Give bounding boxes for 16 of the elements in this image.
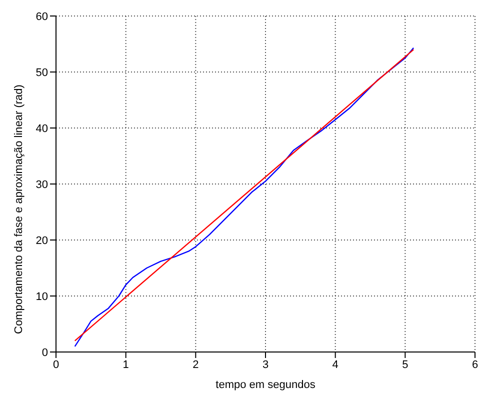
y-tick-label: 30 xyxy=(36,178,48,191)
x-tick-label: 6 xyxy=(472,358,478,371)
x-axis-title: tempo em segundos xyxy=(216,379,316,391)
x-tick-label: 5 xyxy=(402,358,408,371)
x-tick-label: 2 xyxy=(192,358,199,371)
x-tick-label: 4 xyxy=(332,358,338,371)
x-tick-label: 1 xyxy=(122,358,129,371)
y-tick-label: 0 xyxy=(42,346,48,359)
x-tick-label: 0 xyxy=(52,358,60,371)
y-tick-label: 10 xyxy=(36,290,48,303)
y-tick-label: 20 xyxy=(36,234,48,247)
y-tick-label: 50 xyxy=(36,66,48,79)
x-tick-label: 3 xyxy=(262,358,269,371)
y-tick-label: 40 xyxy=(36,122,48,135)
y-tick-label: 60 xyxy=(36,10,48,23)
y-axis-title: Comportamento da fase e aproximação linear (rad) xyxy=(12,84,25,334)
